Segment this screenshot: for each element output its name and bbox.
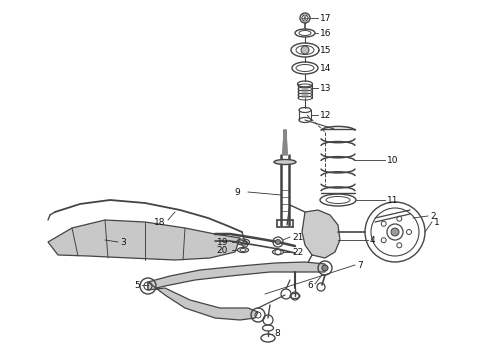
Ellipse shape — [274, 159, 296, 165]
Text: 4: 4 — [370, 235, 376, 244]
Text: 1: 1 — [434, 217, 440, 226]
Text: 17: 17 — [320, 14, 332, 23]
Text: 6: 6 — [307, 282, 313, 291]
Polygon shape — [148, 282, 258, 320]
Text: 7: 7 — [357, 261, 363, 270]
Text: 12: 12 — [320, 111, 331, 120]
Text: 20: 20 — [217, 246, 228, 255]
Text: 22: 22 — [292, 248, 303, 257]
Circle shape — [301, 46, 309, 54]
Circle shape — [391, 228, 399, 236]
Text: 9: 9 — [234, 188, 240, 197]
Text: 11: 11 — [387, 195, 398, 204]
Text: 10: 10 — [387, 156, 398, 165]
Text: 8: 8 — [274, 329, 280, 338]
Text: 5: 5 — [134, 280, 140, 289]
Circle shape — [275, 239, 280, 244]
Polygon shape — [48, 220, 240, 260]
Text: 21: 21 — [292, 233, 303, 242]
Polygon shape — [283, 130, 287, 155]
Text: 3: 3 — [120, 238, 126, 247]
Text: 19: 19 — [217, 238, 228, 247]
Polygon shape — [148, 262, 325, 290]
Text: 14: 14 — [320, 63, 331, 72]
Text: 2: 2 — [430, 212, 436, 220]
Text: 15: 15 — [320, 45, 332, 54]
Circle shape — [322, 265, 328, 271]
Text: 13: 13 — [320, 84, 332, 93]
Polygon shape — [302, 210, 340, 258]
Text: 16: 16 — [320, 28, 332, 37]
Text: 18: 18 — [153, 217, 165, 226]
